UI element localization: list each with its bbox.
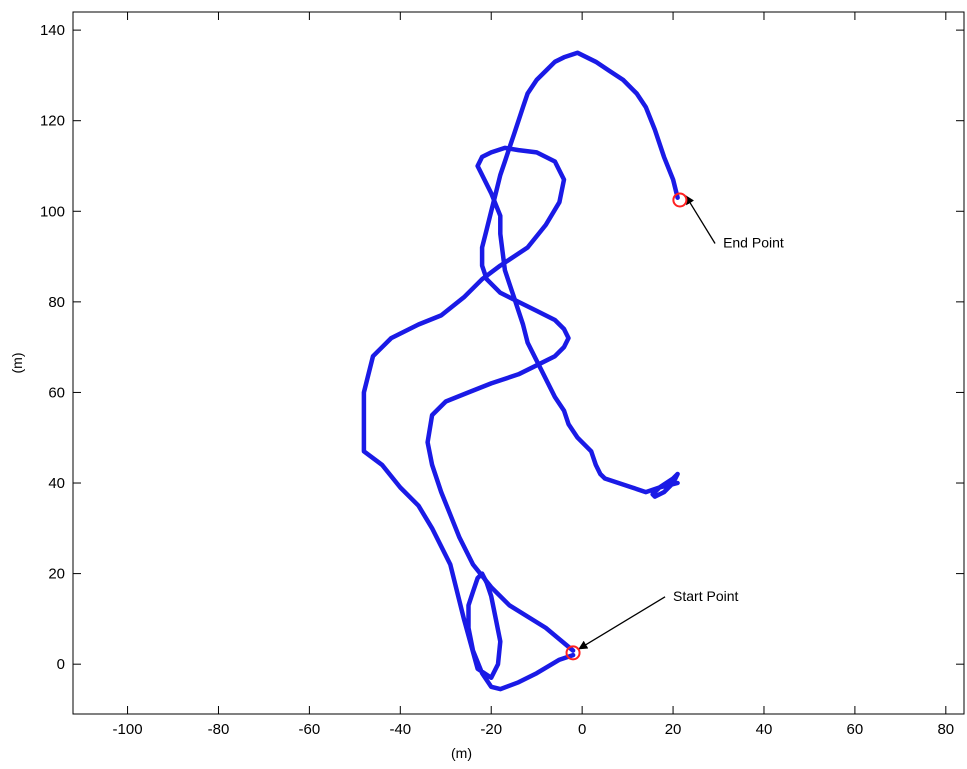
x-tick-label: -20	[480, 721, 502, 738]
end-point-marker	[672, 192, 688, 208]
y-tick-label: 100	[40, 203, 65, 220]
trajectory-line	[425, 50, 680, 653]
x-tick-label: 40	[756, 721, 773, 738]
y-tick-label: 40	[48, 475, 65, 492]
y-axis-label: (m)	[9, 353, 25, 374]
x-tick-label: 20	[665, 721, 682, 738]
x-tick-label: 0	[578, 721, 586, 738]
x-tick-label: 80	[937, 721, 954, 738]
x-tick-label: -80	[208, 721, 230, 738]
plot-frame	[72, 11, 965, 715]
annotation-arrow	[578, 596, 666, 650]
x-tick-label: -100	[113, 721, 143, 738]
x-axis-label: (m)	[451, 745, 472, 761]
annotation-arrow	[685, 195, 716, 244]
trajectory-line	[361, 145, 680, 692]
y-tick-label: 80	[48, 294, 65, 311]
x-tick-label: -40	[389, 721, 411, 738]
y-tick-label: 0	[57, 656, 65, 673]
annotation-label: Start Point	[673, 588, 738, 604]
plot-area: -100 -80 -60 -40 -20 0 20 40 60 80 0 20 40 60 80 100 120…	[40, 11, 965, 738]
x-tick-label: -60	[299, 721, 321, 738]
y-tick-label: 120	[40, 113, 65, 130]
y-tick-label: 60	[48, 384, 65, 401]
y-tick-label: 20	[48, 566, 65, 583]
x-tick-label: 60	[847, 721, 864, 738]
annotation-label: End Point	[723, 235, 784, 251]
start-point-marker	[565, 645, 581, 661]
y-tick-label: 140	[40, 22, 65, 39]
